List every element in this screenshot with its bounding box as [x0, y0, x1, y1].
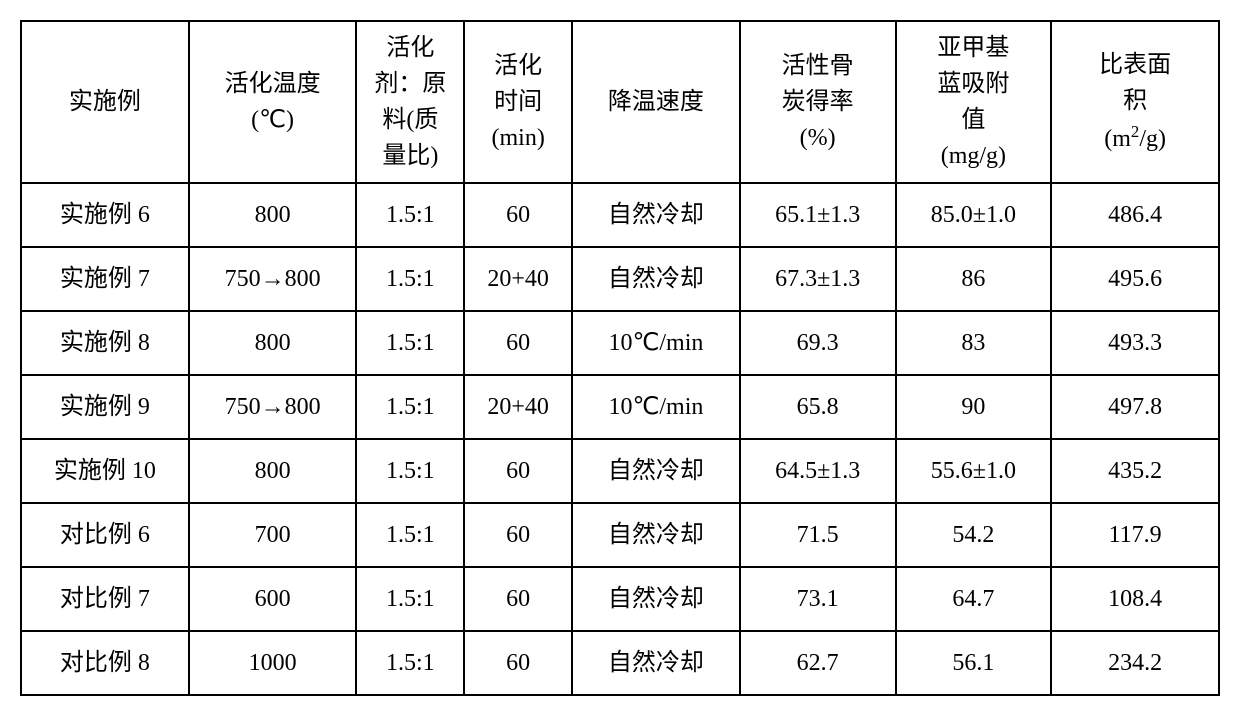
cell-example: 实施例 7 [21, 247, 189, 311]
cell-temperature: 750→800 [189, 247, 357, 311]
cell-temperature: 1000 [189, 631, 357, 695]
cell-yield: 62.7 [740, 631, 896, 695]
cell-time: 60 [464, 503, 572, 567]
cell-surface-area: 435.2 [1051, 439, 1219, 503]
header-cell-adsorption: 亚甲基蓝吸附值(mg/g) [896, 21, 1052, 183]
cell-example: 实施例 6 [21, 183, 189, 247]
cell-temperature: 800 [189, 311, 357, 375]
header-cell-ratio: 活化剂：原料(质量比) [356, 21, 464, 183]
cell-ratio: 1.5:1 [356, 247, 464, 311]
header-cell-yield: 活性骨炭得率(%) [740, 21, 896, 183]
table-row: 实施例 6 800 1.5:1 60 自然冷却 65.1±1.3 85.0±1.… [21, 183, 1219, 247]
header-cell-cooling: 降温速度 [572, 21, 740, 183]
table-row: 实施例 9 750→800 1.5:1 20+40 10℃/min 65.8 9… [21, 375, 1219, 439]
cell-ratio: 1.5:1 [356, 503, 464, 567]
cell-cooling: 10℃/min [572, 311, 740, 375]
cell-ratio: 1.5:1 [356, 311, 464, 375]
cell-temperature: 600 [189, 567, 357, 631]
cell-yield: 67.3±1.3 [740, 247, 896, 311]
header-cell-temperature: 活化温度(℃) [189, 21, 357, 183]
cell-adsorption: 56.1 [896, 631, 1052, 695]
cell-cooling: 自然冷却 [572, 631, 740, 695]
cell-cooling: 10℃/min [572, 375, 740, 439]
cell-ratio: 1.5:1 [356, 631, 464, 695]
cell-time: 20+40 [464, 375, 572, 439]
cell-yield: 69.3 [740, 311, 896, 375]
cell-time: 60 [464, 567, 572, 631]
cell-yield: 65.1±1.3 [740, 183, 896, 247]
cell-temperature: 750→800 [189, 375, 357, 439]
header-row: 实施例 活化温度(℃) 活化剂：原料(质量比) 活化时间(min) 降温速度 活… [21, 21, 1219, 183]
cell-example: 实施例 10 [21, 439, 189, 503]
cell-ratio: 1.5:1 [356, 567, 464, 631]
cell-adsorption: 83 [896, 311, 1052, 375]
cell-adsorption: 86 [896, 247, 1052, 311]
cell-cooling: 自然冷却 [572, 439, 740, 503]
cell-time: 60 [464, 311, 572, 375]
cell-surface-area: 108.4 [1051, 567, 1219, 631]
cell-cooling: 自然冷却 [572, 503, 740, 567]
cell-temperature: 800 [189, 183, 357, 247]
cell-adsorption: 85.0±1.0 [896, 183, 1052, 247]
table-row: 对比例 7 600 1.5:1 60 自然冷却 73.1 64.7 108.4 [21, 567, 1219, 631]
table-header: 实施例 活化温度(℃) 活化剂：原料(质量比) 活化时间(min) 降温速度 活… [21, 21, 1219, 183]
cell-adsorption: 90 [896, 375, 1052, 439]
table-row: 实施例 10 800 1.5:1 60 自然冷却 64.5±1.3 55.6±1… [21, 439, 1219, 503]
cell-adsorption: 64.7 [896, 567, 1052, 631]
cell-surface-area: 117.9 [1051, 503, 1219, 567]
table-row: 对比例 6 700 1.5:1 60 自然冷却 71.5 54.2 117.9 [21, 503, 1219, 567]
cell-temperature: 800 [189, 439, 357, 503]
cell-ratio: 1.5:1 [356, 439, 464, 503]
cell-surface-area: 234.2 [1051, 631, 1219, 695]
cell-adsorption: 55.6±1.0 [896, 439, 1052, 503]
cell-yield: 73.1 [740, 567, 896, 631]
cell-temperature: 700 [189, 503, 357, 567]
cell-surface-area: 495.6 [1051, 247, 1219, 311]
data-table: 实施例 活化温度(℃) 活化剂：原料(质量比) 活化时间(min) 降温速度 活… [20, 20, 1220, 696]
cell-surface-area: 497.8 [1051, 375, 1219, 439]
cell-surface-area: 493.3 [1051, 311, 1219, 375]
cell-cooling: 自然冷却 [572, 183, 740, 247]
cell-yield: 65.8 [740, 375, 896, 439]
cell-time: 60 [464, 631, 572, 695]
table-container: 实施例 活化温度(℃) 活化剂：原料(质量比) 活化时间(min) 降温速度 活… [20, 20, 1220, 696]
table-row: 实施例 7 750→800 1.5:1 20+40 自然冷却 67.3±1.3 … [21, 247, 1219, 311]
cell-surface-area: 486.4 [1051, 183, 1219, 247]
cell-example: 实施例 9 [21, 375, 189, 439]
cell-example: 实施例 8 [21, 311, 189, 375]
header-cell-example: 实施例 [21, 21, 189, 183]
cell-example: 对比例 7 [21, 567, 189, 631]
cell-time: 60 [464, 183, 572, 247]
cell-time: 20+40 [464, 247, 572, 311]
cell-ratio: 1.5:1 [356, 183, 464, 247]
cell-adsorption: 54.2 [896, 503, 1052, 567]
cell-ratio: 1.5:1 [356, 375, 464, 439]
cell-cooling: 自然冷却 [572, 567, 740, 631]
table-body: 实施例 6 800 1.5:1 60 自然冷却 65.1±1.3 85.0±1.… [21, 183, 1219, 695]
cell-cooling: 自然冷却 [572, 247, 740, 311]
cell-example: 对比例 6 [21, 503, 189, 567]
cell-yield: 64.5±1.3 [740, 439, 896, 503]
cell-time: 60 [464, 439, 572, 503]
table-row: 对比例 8 1000 1.5:1 60 自然冷却 62.7 56.1 234.2 [21, 631, 1219, 695]
cell-example: 对比例 8 [21, 631, 189, 695]
header-cell-time: 活化时间(min) [464, 21, 572, 183]
cell-yield: 71.5 [740, 503, 896, 567]
header-cell-surface-area: 比表面积(m2/g) [1051, 21, 1219, 183]
table-row: 实施例 8 800 1.5:1 60 10℃/min 69.3 83 493.3 [21, 311, 1219, 375]
